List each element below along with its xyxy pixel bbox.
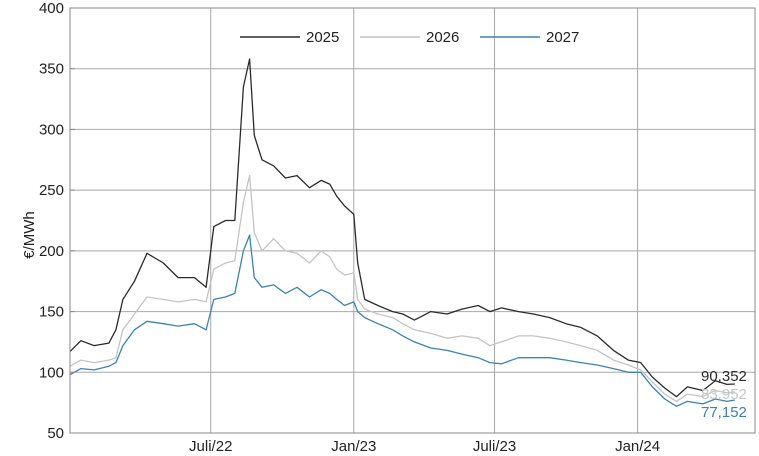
gridlines [70,8,755,433]
series-line-2026 [69,174,735,403]
end-label-2025: 90,352 [701,368,747,385]
legend: 2025 2026 2027 [240,29,579,46]
y-axis-ticks: 50 100 150 200 250 300 350 400 [39,0,75,442]
series-lines [69,58,735,407]
y-tick-label: 50 [47,425,64,442]
y-axis-label: €/MWh [21,211,38,259]
y-tick-label: 350 [39,61,64,78]
plot-frame [69,7,756,434]
end-label-2026: 83,952 [701,386,747,403]
series-line-2027 [69,234,735,407]
legend-label-2025: 2025 [306,29,339,46]
x-tick-label: Juli/23 [473,438,516,455]
y-tick-label: 100 [39,364,64,381]
x-tick-label: Jan/23 [331,438,376,455]
series-line-2025 [69,58,735,398]
x-axis-ticks: Juli/22 Jan/23 Juli/23 Jan/24 [189,438,660,455]
x-tick-label: Jan/24 [615,438,660,455]
y-tick-label: 250 [39,182,64,199]
legend-label-2027: 2027 [546,29,579,46]
y-tick-label: 400 [39,0,64,17]
x-tick-label: Juli/22 [189,438,232,455]
y-tick-label: 150 [39,304,64,321]
y-tick-label: 300 [39,121,64,138]
end-label-2027: 77,152 [701,404,747,421]
y-tick-label: 200 [39,243,64,260]
legend-label-2026: 2026 [426,29,459,46]
